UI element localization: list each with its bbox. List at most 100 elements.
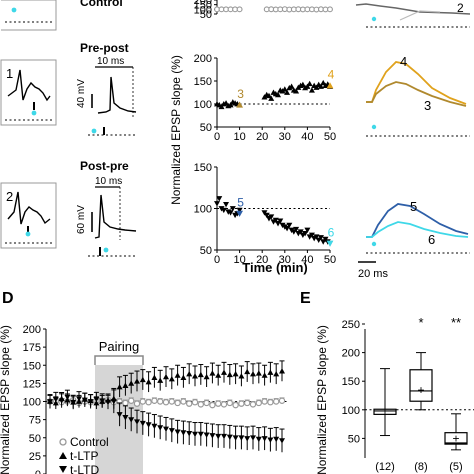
- data-point: [273, 398, 280, 405]
- data-point: [151, 423, 158, 430]
- data-point: [209, 401, 216, 409]
- data-point: [299, 81, 306, 88]
- data-point: [279, 438, 285, 444]
- trace-number: 2: [457, 1, 464, 15]
- y-tick-label: 100: [194, 99, 212, 111]
- data-point: [70, 399, 77, 406]
- data-point: [81, 397, 88, 404]
- trace-number: 3: [424, 98, 431, 113]
- y-tick-label: 150: [342, 376, 360, 388]
- y-tick-label: 200: [342, 348, 360, 360]
- x-tick-label: 0: [214, 254, 220, 266]
- data-point: [216, 196, 223, 202]
- data-point: [320, 79, 327, 86]
- data-point: [174, 399, 181, 407]
- data-point: [145, 399, 152, 406]
- data-point: [116, 384, 123, 390]
- data-point: [267, 437, 274, 443]
- data-point: [250, 370, 256, 377]
- data-point: [227, 210, 234, 216]
- panel-c-ylabel: Normalized EPSP slope (%): [169, 55, 183, 205]
- control-cell-box: [1, 0, 57, 31]
- data-point: [192, 431, 198, 438]
- post-pre-plot: 50 100 150 0 10 20 30 40 50 5 6: [194, 162, 336, 266]
- x-tick-label: 0: [214, 131, 220, 143]
- cell-diagrams: 1 2: [0, 0, 57, 249]
- data-point: [174, 372, 181, 378]
- data-point: [134, 378, 140, 384]
- data-point: [122, 415, 129, 421]
- stim-dot-icon: [31, 110, 37, 116]
- data-point: [93, 396, 100, 403]
- data-point: [163, 426, 169, 433]
- time-scale-label: 20 ms: [358, 268, 388, 280]
- y-tick-label: 150: [23, 360, 41, 372]
- box: [409, 369, 433, 402]
- stim-dot-icon: [25, 231, 31, 237]
- data-point: [223, 100, 230, 106]
- data-point: [261, 436, 268, 442]
- y-tick-label: 50: [200, 245, 212, 257]
- stim-dot-icon: [91, 128, 97, 134]
- data-point: [223, 201, 230, 208]
- data-point: [139, 398, 146, 405]
- spike-trace-icon: [7, 191, 51, 225]
- x-tick-label: 30: [279, 254, 291, 266]
- n-control: (12): [375, 461, 395, 473]
- box: [444, 432, 468, 445]
- sig-tltp: *: [418, 315, 423, 330]
- y-tick-label: 75: [29, 415, 41, 427]
- spike-trace-icon: [7, 69, 51, 102]
- postpre-heading: Post-pre: [80, 159, 129, 173]
- x-tick-label: 10: [233, 131, 245, 143]
- data-point: [275, 91, 282, 98]
- data-point: [122, 399, 129, 407]
- x-tick-label: 10: [233, 254, 245, 266]
- x-tick-label: 20: [256, 254, 268, 266]
- data-point: [261, 398, 268, 405]
- mean-marker: +: [452, 431, 459, 445]
- data-point: [284, 89, 291, 95]
- data-point: [134, 419, 140, 425]
- data-point: [151, 397, 158, 404]
- data-point: [174, 429, 181, 435]
- legend-tltp-marker: [59, 452, 67, 459]
- prepost-heading: Pre-post: [80, 41, 129, 55]
- sig-tltd: **: [451, 315, 461, 330]
- trace-number: 5: [410, 199, 417, 214]
- legend-control-marker: [59, 438, 67, 446]
- data-point: [265, 92, 272, 99]
- cell-number: 2: [6, 189, 13, 204]
- data-point: [220, 401, 228, 408]
- panel-c-xlabel: Time (min): [242, 260, 308, 275]
- data-point: [191, 399, 199, 406]
- data-point: [209, 370, 216, 376]
- data-point: [226, 399, 233, 407]
- data-point: [284, 226, 291, 232]
- data-point: [221, 369, 227, 375]
- voltage-scale-label: 40 mV: [76, 79, 87, 108]
- highlight-label: 3: [237, 87, 244, 101]
- data-point: [272, 217, 279, 224]
- y-tick-label: 100: [194, 4, 212, 16]
- highlight-label: 6: [328, 225, 335, 239]
- data-point: [308, 232, 315, 239]
- data-point: [162, 399, 170, 406]
- data-point: [99, 398, 106, 404]
- data-point: [313, 84, 320, 90]
- x-tick-label: 40: [301, 131, 313, 143]
- data-point: [52, 396, 59, 403]
- data-point: [110, 399, 117, 405]
- data-point: [203, 373, 210, 380]
- pre-post-plot: 50 100 150 200 0 10 20 30 40 50 3 4: [194, 53, 336, 143]
- legend-tltd-label: t-LTD: [70, 463, 99, 474]
- pairing-label: Pairing: [99, 339, 139, 354]
- data-point: [87, 399, 94, 405]
- data-point: [116, 412, 123, 418]
- trace-number: 6: [428, 232, 435, 247]
- data-point: [180, 398, 187, 405]
- data-point: [278, 397, 286, 404]
- highlight-point: [236, 210, 243, 217]
- data-point: [288, 83, 295, 89]
- data-point: [64, 394, 71, 401]
